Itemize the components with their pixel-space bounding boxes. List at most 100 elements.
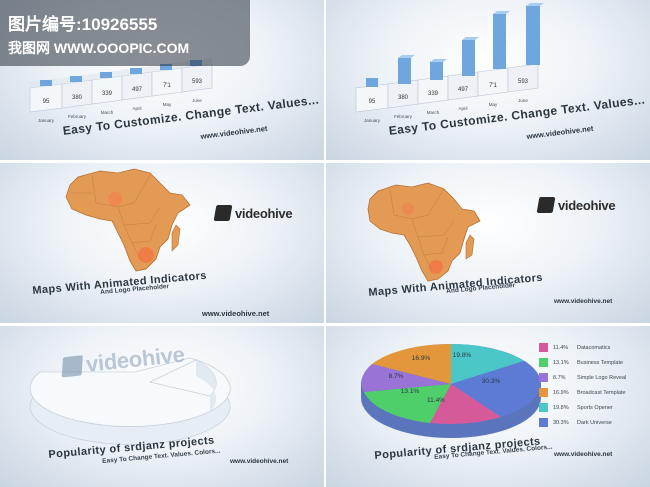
value-blocks (29, 58, 213, 113)
legend-item: 8.7% Simple Logo Reveal (539, 370, 626, 385)
panel-url: www.videohive.net (230, 458, 289, 465)
value-label: 593 (192, 79, 203, 85)
value-label: 593 (518, 79, 529, 85)
month-label: March (101, 110, 114, 115)
watermark-id: 图片编号:10926555 (8, 15, 158, 34)
legend-item: 13.1% Business Template (539, 355, 626, 370)
value-label: 7'1 (489, 83, 497, 89)
africa-map-icon (65, 168, 191, 272)
africa-map-panel-alt: videohive Maps With Animated Indicators … (326, 163, 650, 323)
legend-swatch (539, 358, 548, 367)
logo-mark-icon (213, 205, 233, 221)
legend-item: 19.8% Sports Opener (539, 400, 626, 415)
legend-percent: 19.8% (553, 404, 569, 411)
slice-labels: 19.8% 30.3% 11.4% 13.1% 8.7% 16.9% (389, 352, 501, 404)
slice-label: 8.7% (389, 373, 404, 380)
value-label: 339 (428, 91, 439, 97)
pie-slices (361, 343, 541, 425)
value-labels: 95 380 339 497 7'1 593 (43, 79, 203, 105)
logo-mark-icon (536, 197, 556, 213)
legend-label: Datacomatics (577, 344, 611, 351)
month-label: January (364, 118, 381, 123)
legend-swatch (539, 373, 548, 382)
bar (398, 58, 411, 84)
value-labels: 95 380 339 497 7'1 593 (369, 79, 529, 105)
bar (493, 14, 506, 69)
slice-label: 11.4% (427, 397, 445, 404)
bar (462, 40, 475, 76)
bar (366, 78, 378, 87)
value-label: 497 (458, 87, 469, 93)
value-label: 380 (72, 95, 83, 101)
value-label: 497 (132, 87, 143, 93)
watermark-banner: 图片编号:10926555 我图网 WWW.OOOPIC.COM (0, 0, 250, 66)
africa-map-panel: videohive Maps With Animated Indicators … (0, 163, 324, 323)
legend-label: Simple Logo Reveal (577, 374, 627, 381)
videohive-logo: videohive (536, 197, 616, 213)
month-label: April (132, 106, 141, 111)
logo-text: videohive (235, 205, 293, 221)
value-label: 95 (43, 99, 50, 105)
month-labels: January February March April May June (38, 98, 202, 123)
pie-slice (364, 384, 451, 423)
pie-legend: 11.4% Datacomatics 13.1% Business Templa… (539, 340, 626, 430)
bar-chart-graphic: 95 380 339 497 7'1 593 January February … (355, 3, 544, 123)
glass-pie-panel: videohive Popularity of srdjanz projects… (0, 326, 324, 487)
value-blocks (355, 63, 539, 113)
bar (430, 62, 443, 80)
pie-slice (451, 344, 524, 384)
month-label: February (68, 114, 87, 119)
legend-percent: 16.9% (553, 389, 569, 396)
legend-swatch (539, 418, 548, 427)
legend-percent: 11.4% (553, 344, 569, 351)
value-label: 7'1 (163, 83, 171, 89)
pie-chart-graphic: 19.8% 30.3% 11.4% 13.1% 8.7% 16.9% (361, 343, 541, 438)
legend-percent: 8.7% (553, 374, 566, 381)
panel-url: www.videohive.net (554, 451, 613, 458)
bars (366, 3, 544, 87)
videohive-logo: videohive (213, 205, 293, 221)
month-labels: January February March April May June (364, 98, 528, 123)
month-label: January (38, 118, 55, 123)
logo-text: videohive (558, 197, 616, 213)
legend-label: Broadcast Template (577, 389, 626, 396)
month-label: June (192, 98, 202, 103)
legend-swatch (539, 343, 548, 352)
legend-label: Sports Opener (577, 404, 613, 411)
bar (526, 6, 540, 65)
pie-slice (430, 384, 501, 425)
month-label: March (427, 110, 440, 115)
legend-percent: 30.3% (553, 419, 569, 426)
watermark-site: 我图网 WWW.OOOPIC.COM (8, 40, 190, 56)
legend-item: 16.9% Broadcast Template (539, 385, 626, 400)
slice-label: 30.3% (482, 378, 501, 385)
month-label: February (394, 114, 413, 119)
pie-slice (372, 343, 451, 384)
slice-label: 16.9% (412, 355, 431, 362)
pie-chart-panel: 19.8% 30.3% 11.4% 13.1% 8.7% 16.9% 11.4%… (326, 326, 650, 487)
value-label: 339 (102, 91, 113, 97)
legend-swatch (539, 388, 548, 397)
month-label: May (489, 102, 498, 107)
pie-slice (451, 361, 541, 417)
legend-swatch (539, 403, 548, 412)
pie-slice (361, 364, 451, 392)
panel-url: www.videohive.net (202, 309, 270, 318)
slice-label: 13.1% (401, 388, 420, 395)
month-label: April (458, 106, 467, 111)
logo-mark-icon (61, 355, 83, 378)
legend-item: 30.3% Dark Universe (539, 415, 626, 430)
bar-chart-panel-grown: 95 380 339 497 7'1 593 January February … (326, 0, 650, 160)
africa-map-icon (367, 182, 481, 282)
panel-url: www.videohive.net (554, 298, 613, 305)
legend-label: Business Template (577, 359, 624, 366)
value-label: 380 (398, 95, 409, 101)
legend-label: Dark Universe (577, 419, 612, 426)
month-label: June (518, 98, 528, 103)
month-label: May (163, 102, 172, 107)
value-label: 95 (369, 99, 376, 105)
slice-label: 19.8% (453, 352, 472, 359)
legend-item: 11.4% Datacomatics (539, 340, 626, 355)
legend-percent: 13.1% (553, 359, 569, 366)
